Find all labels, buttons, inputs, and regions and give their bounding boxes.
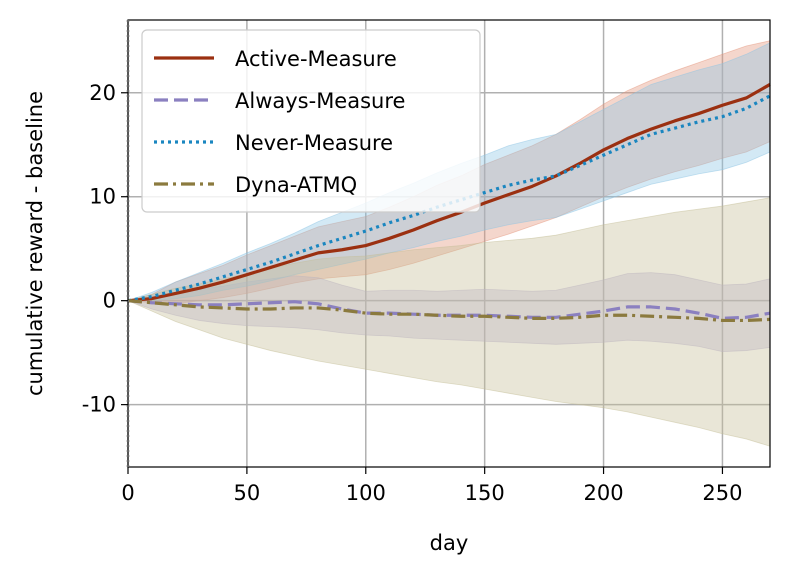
plot-frame [127,19,771,468]
x-tick-label: 200 [584,481,624,505]
x-tick-label: 0 [121,481,134,505]
y-axis-ticks: -10 0 10 20 [82,81,128,417]
legend-label-active-measure: Active-Measure [235,47,397,71]
x-axis-ticks: 0 50 100 150 200 250 [121,467,742,505]
legend-box [141,29,481,213]
y-tick-label: 0 [103,289,116,313]
series-lines [127,83,771,323]
y-axis-label: cumulative reward - baseline [23,91,47,396]
line-always-measure [127,299,771,320]
x-tick-label: 50 [234,481,261,505]
legend-label-never-measure: Never-Measure [235,131,393,155]
legend-label-dyna-atmq: Dyna-ATMQ [235,173,357,197]
y-tick-label: -10 [82,393,116,417]
y-tick-label: 10 [89,185,116,209]
x-tick-label: 100 [346,481,386,505]
legend-label-always-measure: Always-Measure [235,89,405,113]
line-active-measure [127,83,771,303]
x-tick-label: 150 [465,481,505,505]
line-never-measure [127,94,771,303]
y-tick-label: 20 [89,81,116,105]
x-axis-label: day [430,531,469,555]
legend: Active-Measure Always-Measure Never-Measur… [141,29,481,213]
x-tick-label: 250 [702,481,742,505]
